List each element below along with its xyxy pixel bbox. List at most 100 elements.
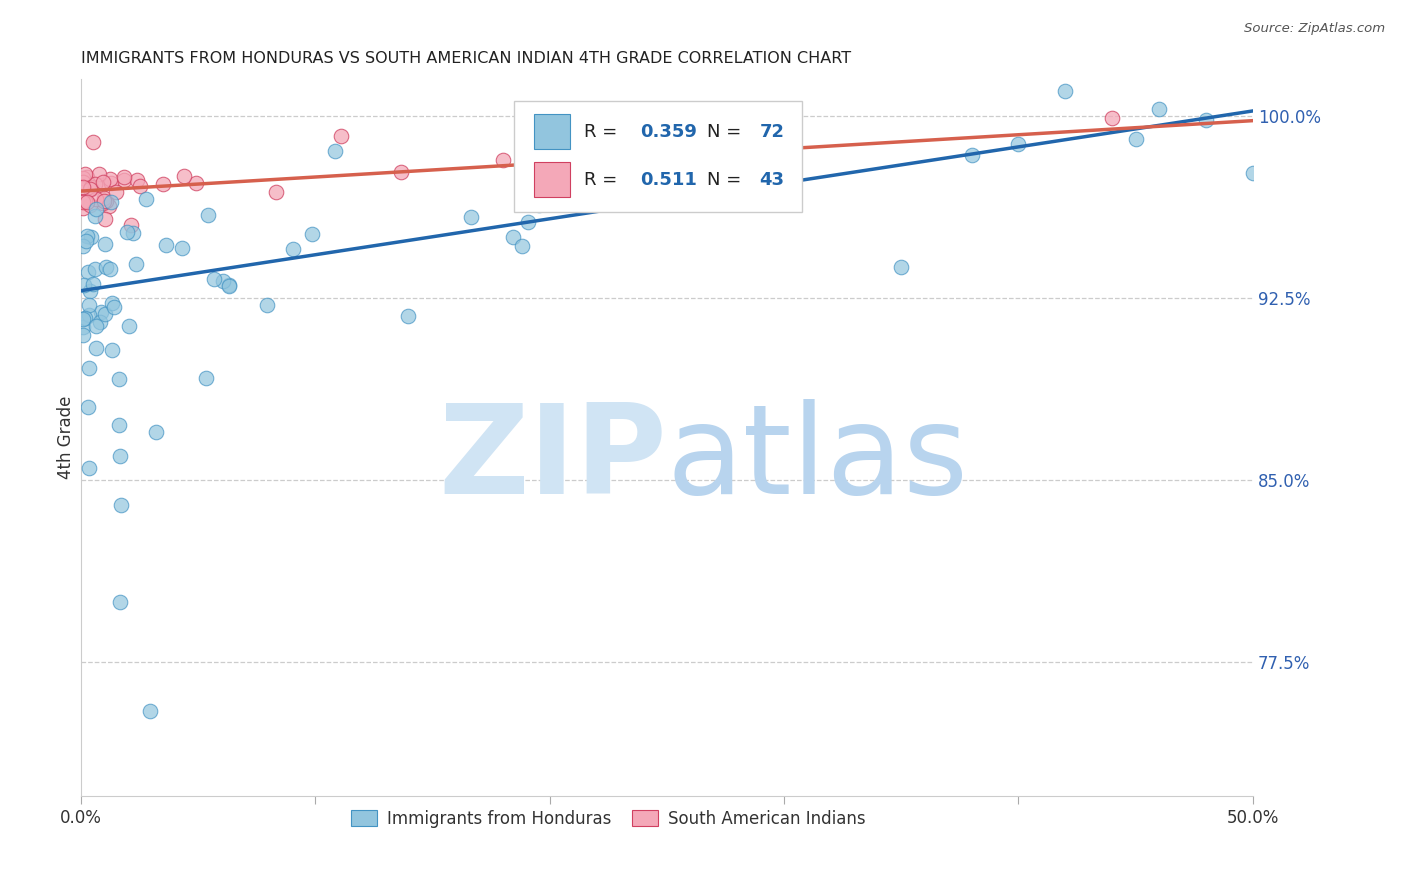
Text: R =: R = [583,170,623,189]
Point [84,192,107,206]
Point [94,212,117,227]
Point [103,300,125,314]
Legend: Immigrants from Honduras, South American Indians: Immigrants from Honduras, South American… [344,803,873,834]
Point [91,196,114,211]
Point [502,230,524,244]
Text: R =: R = [583,123,623,141]
Point [72,179,94,194]
Point [79,360,101,375]
Text: atlas: atlas [666,399,969,520]
Point [1007,136,1029,151]
Point [80,230,103,244]
Point [100,296,122,310]
Point [112,173,135,187]
Point [79,180,101,194]
Point [135,192,157,206]
Point [91,178,114,193]
Point [79,182,101,196]
Point [197,208,219,222]
Point [283,242,305,256]
Point [155,238,177,252]
Point [396,309,419,323]
Point [79,182,101,196]
Point [82,277,104,291]
Point [125,172,148,186]
Point [773,179,796,194]
Point [1241,166,1264,180]
Point [75,167,97,181]
Point [77,265,100,279]
Point [100,172,122,186]
Point [76,195,98,210]
Point [72,195,94,210]
Point [108,449,131,463]
Point [84,341,107,355]
Point [91,175,114,189]
Point [84,209,107,223]
Point [79,284,101,298]
Point [84,177,107,191]
FancyBboxPatch shape [515,101,801,212]
Point [72,239,94,253]
Point [72,311,94,326]
Point [323,144,346,158]
Point [110,498,132,512]
Point [72,328,94,343]
Point [264,185,287,199]
Text: N =: N = [707,123,747,141]
Point [118,319,141,334]
Point [460,210,482,224]
Text: N =: N = [707,170,747,189]
Point [79,198,101,212]
Point [72,278,94,293]
Point [256,298,278,312]
Point [1101,111,1123,125]
Text: 43: 43 [759,170,785,189]
Point [152,178,174,192]
Point [72,171,94,186]
Point [890,260,912,275]
Point [107,417,129,432]
Point [94,307,117,321]
Point [93,194,115,209]
Point [72,319,94,334]
Point [173,169,195,183]
Point [195,370,218,384]
Text: 72: 72 [759,123,785,141]
Point [72,175,94,189]
Point [1195,113,1218,128]
Point [492,153,515,167]
Point [77,401,100,415]
Text: 0.511: 0.511 [640,170,697,189]
Text: ZIP: ZIP [439,399,666,520]
FancyBboxPatch shape [534,162,569,197]
Point [212,274,235,288]
Point [98,199,121,213]
Point [725,169,748,184]
Point [145,425,167,439]
Point [75,234,97,248]
Point [82,135,104,149]
Point [77,308,100,322]
Point [510,238,533,252]
Point [218,277,240,292]
Point [125,257,148,271]
Point [115,225,138,239]
Point [527,197,550,211]
Point [100,176,122,190]
Point [89,315,111,329]
Point [585,143,607,157]
Point [121,226,143,240]
Point [93,236,115,251]
Point [100,195,122,210]
Point [77,298,100,312]
Point [84,202,107,217]
Point [1147,102,1170,116]
Point [1054,85,1077,99]
Point [114,169,136,184]
Point [89,167,111,181]
Point [72,194,94,208]
Point [517,215,540,229]
Text: IMMIGRANTS FROM HONDURAS VS SOUTH AMERICAN INDIAN 4TH GRADE CORRELATION CHART: IMMIGRANTS FROM HONDURAS VS SOUTH AMERIC… [80,51,851,66]
Point [108,595,131,609]
